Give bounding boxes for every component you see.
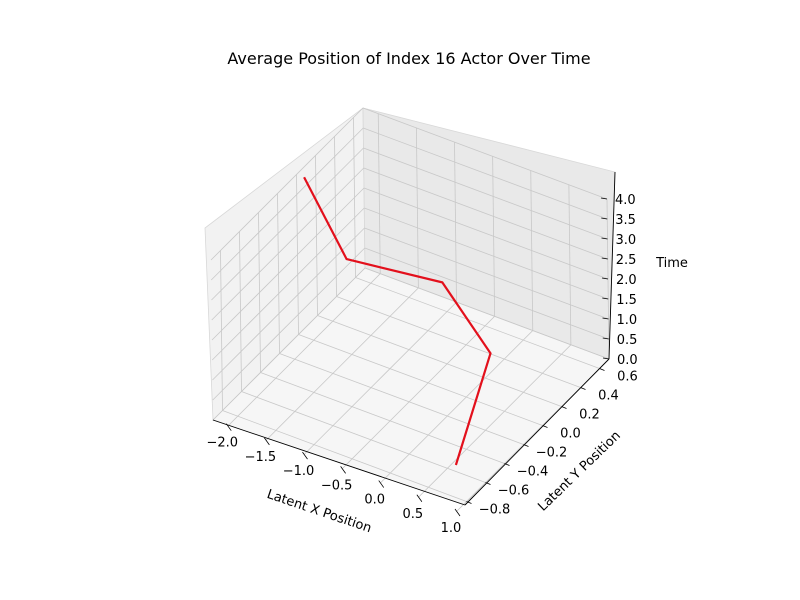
y-tick-label: −0.2 <box>536 446 568 461</box>
z-tick-mark <box>601 217 608 220</box>
grid-line-z-back <box>363 187 609 280</box>
x-tick-mark <box>225 423 232 431</box>
grid-line-y-floor <box>317 315 562 407</box>
grid-line-z-side <box>211 147 364 301</box>
grid-line-y-floor <box>222 410 467 502</box>
z-tick-label: 3.5 <box>615 213 636 228</box>
z-tick-mark <box>602 297 609 300</box>
x-tick-mark <box>416 494 423 503</box>
z-tick-mark <box>600 197 608 200</box>
x-tick-mark <box>378 480 385 488</box>
z-tick-mark <box>601 237 608 240</box>
x-tick-label: 0.0 <box>364 493 385 508</box>
z-axis-label: Time <box>655 256 688 271</box>
grid-line-z-side <box>212 267 366 421</box>
grid-line-z-side <box>211 207 365 361</box>
x-axis-line <box>212 419 466 506</box>
grid-line-y-floor <box>298 334 543 426</box>
grid-line-z-side <box>210 107 364 261</box>
grid-line-y-floor <box>355 277 600 369</box>
series-line <box>303 176 492 466</box>
x-tick-label: −1.5 <box>245 450 277 465</box>
z-tick-label: 0.5 <box>617 333 638 348</box>
grid-line-y-floor <box>241 391 486 483</box>
y-tick-mark <box>485 482 491 485</box>
chart-title: Average Position of Index 16 Actor Over … <box>227 49 590 68</box>
x-tick-label: 1.0 <box>441 521 462 536</box>
y-tick-label: 0.4 <box>598 389 619 404</box>
x-tick-label: −1.0 <box>283 464 315 479</box>
grid-line-x-floor <box>418 344 572 498</box>
y-tick-label: 0.6 <box>617 370 638 385</box>
x-tick-label: −0.5 <box>321 478 353 493</box>
grid-line-x-floor <box>266 287 419 441</box>
grid-line-y-floor <box>336 296 581 388</box>
y-tick-mark <box>504 463 510 466</box>
z-tick-mark <box>602 357 610 360</box>
x-axis-label: Latent X Position <box>265 487 374 536</box>
y-tick-mark <box>542 425 548 428</box>
y-tick-label: −0.4 <box>517 465 549 480</box>
x-tick-mark <box>264 437 270 446</box>
grid-line-z-back <box>363 167 608 260</box>
z-tick-mark <box>602 337 609 340</box>
z-tick-label: 2.0 <box>616 273 637 288</box>
z-tick-label: 1.0 <box>617 313 638 328</box>
x-tick-mark <box>454 508 461 517</box>
y-tick-label: −0.6 <box>498 484 530 499</box>
grid-line-z-back <box>363 147 608 240</box>
z-tick-label: 2.5 <box>616 253 637 268</box>
grid-line-z-side <box>212 247 366 401</box>
z-tick-mark <box>601 277 609 280</box>
x-tick-mark <box>340 466 346 474</box>
x-tick-mark <box>302 451 308 460</box>
axis-lines <box>212 171 616 506</box>
ticks: −2.0 −1.5 −1.0 −0.5 0.0 0.5 1.0 −0.8 −0.6 −0.4 −0.… <box>206 193 637 536</box>
y-axis-line <box>464 358 610 506</box>
grid-line-y-floor <box>279 353 524 445</box>
z-tick-mark <box>601 257 608 260</box>
axes-panes <box>204 107 616 506</box>
grid-line-z-side <box>211 167 365 321</box>
z-tick-mark <box>602 317 609 320</box>
grid-line-z-side <box>212 227 365 381</box>
z-tick-label: 4.0 <box>615 193 636 208</box>
grid-line-z-back <box>364 247 609 340</box>
y-tick-label: 0.2 <box>579 408 600 423</box>
z-axis-line <box>608 171 616 360</box>
y-tick-mark <box>580 387 586 390</box>
grid <box>210 107 610 512</box>
x-tick-label: 0.5 <box>403 507 424 522</box>
grid-line-z-side <box>210 127 364 281</box>
grid-line-z-side <box>211 187 365 341</box>
y-tick-mark <box>561 406 567 409</box>
grid-line-x-floor <box>342 316 495 469</box>
y-tick-mark <box>523 444 529 447</box>
grid-line-x-floor <box>304 301 457 455</box>
grid-line-z-back <box>364 267 610 360</box>
grid-line-z-back <box>362 107 608 200</box>
grid-line-z-back <box>364 227 609 320</box>
grid-line-z-back <box>364 207 609 300</box>
grid-line-y-floor <box>260 372 505 464</box>
y-tick-mark <box>466 501 472 504</box>
y-tick-label: −0.8 <box>479 503 511 518</box>
z-tick-label: 1.5 <box>616 293 637 308</box>
z-tick-label: 3.0 <box>616 233 637 248</box>
series <box>303 176 492 466</box>
y-tick-label: 0.0 <box>560 427 581 442</box>
z-tick-label: 0.0 <box>617 353 638 368</box>
y-tick-mark <box>599 368 605 371</box>
grid-line-x-floor <box>227 273 381 426</box>
grid-line-z-back <box>363 127 608 220</box>
grid-line-x-floor <box>380 330 534 483</box>
x-tick-label: −2.0 <box>206 436 238 451</box>
